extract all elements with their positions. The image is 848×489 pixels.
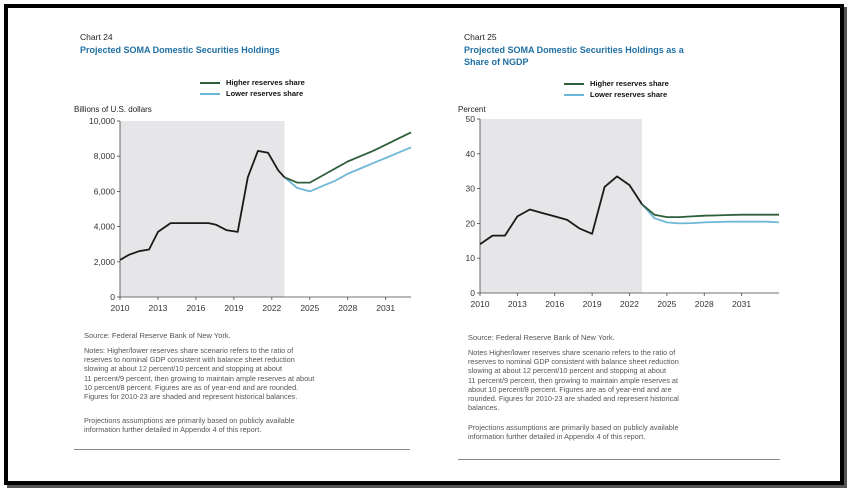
text-line: 11 percent/9 percent, then growing to ma… — [468, 375, 678, 385]
text-line: information further detailed in Appendix… — [468, 432, 646, 442]
x-tick-label: 2031 — [376, 303, 395, 313]
chart-25-panel: Chart 25 Projected SOMA Domestic Securit… — [454, 8, 784, 481]
y-tick-label: 2,000 — [94, 257, 116, 267]
y-tick-label: 50 — [466, 114, 476, 124]
x-tick-label: 2016 — [186, 303, 205, 313]
series-line-lower — [641, 203, 780, 225]
text-line: slowing at about 12 percent/10 percent a… — [84, 364, 282, 374]
chart-number: Chart 24 — [80, 32, 113, 42]
x-tick-label: 2010 — [111, 303, 130, 313]
chart-legend: Higher reserves share Lower reserves sha… — [564, 78, 669, 100]
x-tick-label: 2013 — [148, 303, 167, 313]
projections-note: Projections assumptions are primarily ba… — [468, 423, 679, 441]
notes-block: Notes: Higher/lower reserves share scena… — [84, 346, 314, 401]
x-tick-label: 2022 — [262, 303, 281, 313]
y-tick-label: 40 — [466, 149, 476, 159]
legend-item-lower: Lower reserves share — [564, 89, 669, 100]
text-line: Projections assumptions are primarily ba… — [468, 423, 679, 432]
legend-label-higher: Higher reserves share — [590, 79, 669, 88]
x-tick-label: 2022 — [620, 299, 639, 309]
x-tick-label: 2013 — [508, 299, 527, 309]
x-tick-label: 2019 — [224, 303, 243, 313]
legend-label-lower: Lower reserves share — [590, 90, 668, 99]
y-tick-label: 0 — [110, 292, 115, 302]
legend-item-higher: Higher reserves share — [564, 78, 669, 89]
x-tick-label: 2016 — [545, 299, 564, 309]
y-tick-label: 20 — [466, 218, 476, 228]
y-axis-label: Percent — [458, 105, 486, 114]
text-line: rounded. Figures for 2010-23 are shaded … — [468, 394, 679, 404]
chart-24-panel: Chart 24 Projected SOMA Domestic Securit… — [70, 8, 415, 481]
series-line-higher — [641, 203, 779, 218]
legend-item-lower: Lower reserves share — [200, 88, 305, 99]
x-tick-label: 2031 — [732, 299, 751, 309]
chart-number: Chart 25 — [464, 32, 497, 42]
legend-swatch-lower — [564, 93, 584, 96]
chart-title: Projected SOMA Domestic Securities Holdi… — [80, 45, 280, 55]
chart-24-plot: 0 2,000 4,000 6,000 8,000 10,000 2010 2013 2016 2… — [89, 116, 412, 313]
text-line: 10 percent/8 percent. Figures are as of … — [84, 382, 299, 392]
text-line: information further detailed in Appendix… — [84, 425, 262, 435]
chart-25-plot: 0 10 20 30 40 50 2010 2013 2016 2019 2022 2025 2028 2… — [466, 114, 780, 309]
legend-swatch-higher — [564, 82, 584, 85]
text-line: reserves to nominal GDP consistent with … — [84, 355, 295, 365]
text-line: Notes Higher/lower reserves share scenar… — [468, 348, 676, 357]
chart-legend: Higher reserves share Lower reserves sha… — [200, 77, 305, 99]
y-tick-label: 10 — [466, 253, 476, 263]
legend-label-lower: Lower reserves share — [226, 89, 304, 98]
text-line: Projections assumptions are primarily ba… — [84, 416, 295, 425]
text-line: Projected SOMA Domestic Securities Holdi… — [464, 45, 684, 55]
y-tick-label: 10,000 — [89, 116, 115, 126]
text-line: Figures for 2010-23 are shaded and repre… — [84, 392, 298, 402]
source-note: Source: Federal Reserve Bank of New York… — [468, 333, 615, 342]
historical-line — [479, 175, 643, 246]
figure-frame: Chart 24 Projected SOMA Domestic Securit… — [4, 4, 844, 485]
legend-item-higher: Higher reserves share — [200, 77, 305, 88]
bottom-rule — [74, 449, 410, 450]
y-tick-label: 8,000 — [94, 151, 116, 161]
historical-line — [119, 150, 286, 261]
legend-swatch-lower — [200, 92, 220, 95]
y-axis-label: Billions of U.S. dollars — [74, 105, 152, 114]
y-tick-label: 6,000 — [94, 186, 116, 196]
text-line: Share of NGDP — [464, 57, 529, 67]
y-tick-label: 4,000 — [94, 222, 116, 232]
series-line-lower — [283, 146, 412, 193]
x-tick-label: 2025 — [300, 303, 319, 313]
series-line-higher — [284, 131, 412, 184]
historical-shading — [480, 119, 642, 293]
x-tick-label: 2025 — [657, 299, 676, 309]
text-line: 11 percent/9 percent, then growing to ma… — [84, 373, 315, 383]
historical-shading — [120, 121, 285, 297]
text-line: Notes: Higher/lower reserves share scena… — [84, 346, 294, 355]
text-line: slowing at about 12 percent/10 percent a… — [468, 366, 666, 376]
x-tick-label: 2019 — [583, 299, 602, 309]
text-line: balances. — [468, 403, 500, 413]
x-tick-label: 2028 — [695, 299, 714, 309]
x-tick-label: 2010 — [471, 299, 490, 309]
y-tick-label: 30 — [466, 184, 476, 194]
notes-block: Notes Higher/lower reserves share scenar… — [468, 348, 679, 412]
x-tick-label: 2028 — [338, 303, 357, 313]
y-tick-label: 0 — [470, 288, 475, 298]
source-note: Source: Federal Reserve Bank of New York… — [84, 331, 231, 340]
bottom-rule — [458, 459, 780, 460]
legend-swatch-higher — [200, 81, 220, 84]
legend-label-higher: Higher reserves share — [226, 78, 305, 87]
projections-note: Projections assumptions are primarily ba… — [84, 416, 295, 434]
text-line: about 10 percent/8 percent. Figures are … — [468, 384, 672, 394]
chart-title: Projected SOMA Domestic Securities Holdi… — [464, 44, 684, 68]
text-line: reserves to nominal GDP consistent with … — [468, 357, 679, 367]
